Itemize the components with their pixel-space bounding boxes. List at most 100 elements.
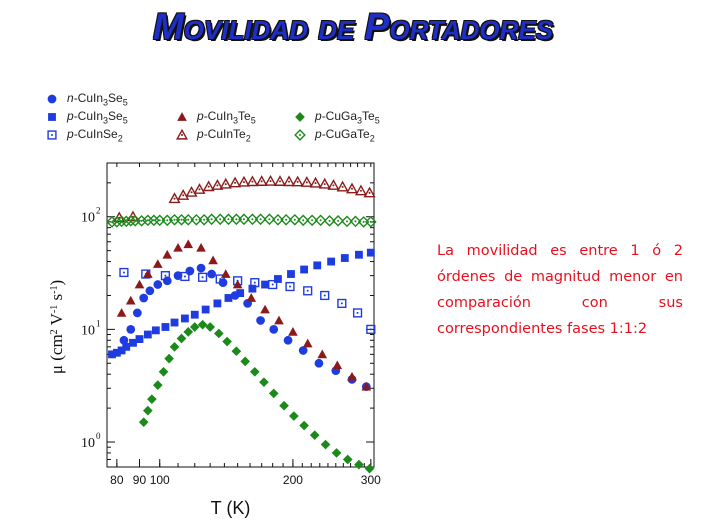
- data-point: [352, 308, 363, 318]
- data-point: [164, 353, 174, 364]
- data-point: [259, 377, 269, 387]
- legend-marker: [294, 129, 306, 142]
- data-point: [303, 286, 313, 296]
- data-point: [143, 405, 153, 416]
- data-point: [219, 177, 232, 189]
- data-point: [309, 176, 322, 188]
- data-point: [354, 459, 364, 470]
- data-point: [213, 299, 222, 308]
- y-axis-label: μ (cm2 V-1 s-1): [47, 280, 66, 374]
- data-point: [363, 186, 376, 198]
- data-point: [283, 175, 296, 187]
- legend-label: p-CuGaTe2: [315, 127, 375, 144]
- data-point: [148, 214, 160, 227]
- data-point: [151, 326, 160, 335]
- legend-marker-icon: [295, 112, 305, 123]
- legend-label: p-CuIn3Se5: [67, 109, 128, 126]
- legend-label: p-CuIn3Te5: [197, 109, 256, 126]
- data-point: [246, 213, 259, 226]
- data-point: [201, 305, 210, 314]
- data-point: [345, 182, 359, 194]
- data-point: [132, 308, 142, 318]
- data-point: [318, 177, 331, 189]
- data-point: [297, 214, 310, 227]
- legend-label-sub: 3: [233, 115, 239, 126]
- data-point: [260, 304, 270, 314]
- data-point: [189, 322, 200, 332]
- data-point: [143, 330, 152, 339]
- legend-marker: [175, 128, 189, 140]
- data-point: [222, 213, 235, 226]
- data-point: [119, 335, 129, 345]
- data-point: [289, 411, 299, 421]
- y-tick-exponent: 2: [96, 206, 101, 216]
- data-point: [283, 335, 293, 345]
- legend-label-sub: 3: [357, 115, 363, 126]
- data-point: [246, 293, 257, 302]
- data-point: [214, 213, 227, 226]
- legend-label: p-CuInTe2: [197, 127, 251, 144]
- legend-item: n-CuIn3Se5: [45, 91, 128, 107]
- series-p-CuIn3Se5: [108, 248, 375, 359]
- legend-label-sub: 5: [122, 115, 128, 126]
- data-point: [207, 269, 216, 279]
- legend-label-prefix: p: [197, 127, 204, 141]
- data-point: [202, 180, 215, 192]
- y-axis-label-part: s: [47, 294, 66, 305]
- legend-marker-icon: [48, 113, 56, 122]
- plot-frame: [106, 162, 375, 468]
- data-point: [152, 259, 163, 268]
- data-point: [152, 380, 163, 390]
- data-point: [222, 336, 232, 347]
- legend-marker: [47, 130, 57, 140]
- legend-label-sub: 3: [103, 97, 109, 108]
- data-point: [161, 323, 170, 331]
- data-point: [272, 213, 284, 226]
- legend-label-sub: 5: [250, 115, 256, 126]
- data-point: [299, 420, 309, 431]
- data-point: [249, 366, 260, 377]
- legend-label: p-CuInSe2: [67, 127, 123, 144]
- data-point: [183, 239, 194, 249]
- data-point: [135, 335, 144, 343]
- data-point: [224, 294, 233, 302]
- data-point: [300, 176, 313, 187]
- legend-marker: [48, 113, 56, 122]
- data-point: [285, 281, 295, 292]
- data-point: [162, 249, 173, 259]
- data-point: [129, 338, 137, 347]
- legend-marker-icon: [294, 129, 306, 142]
- data-point: [279, 400, 289, 411]
- data-point: [320, 290, 330, 301]
- legend-item: p-CuIn3Te5: [175, 109, 256, 125]
- series-p-CuIn3Te5: [116, 239, 372, 391]
- data-point: [250, 278, 260, 288]
- data-point: [231, 346, 242, 357]
- y-axis-label-part: ): [47, 280, 66, 286]
- data-point: [274, 275, 282, 283]
- data-point: [208, 255, 218, 265]
- y-tick-label: 10: [81, 323, 95, 338]
- y-axis-label-sup: -1: [49, 286, 60, 294]
- data-point: [143, 269, 153, 278]
- data-point: [366, 248, 375, 257]
- data-point: [213, 328, 224, 339]
- legend-label-prefix: n: [67, 91, 74, 105]
- data-point: [177, 189, 190, 200]
- data-point: [122, 342, 131, 351]
- data-point: [336, 180, 349, 192]
- data-point: [134, 279, 145, 289]
- description-text: La movilidad es entre 1 ó 2 órdenes de m…: [437, 243, 683, 337]
- data-point: [237, 175, 250, 187]
- data-point: [173, 242, 183, 252]
- data-point: [119, 267, 129, 278]
- data-point: [185, 266, 195, 276]
- data-point: [269, 325, 279, 334]
- data-point: [327, 179, 340, 190]
- legend-marker: [295, 112, 305, 123]
- x-tick-label: 100: [150, 473, 170, 487]
- data-point: [280, 213, 292, 226]
- legend-marker-icon: [47, 130, 57, 140]
- data-point: [309, 430, 320, 441]
